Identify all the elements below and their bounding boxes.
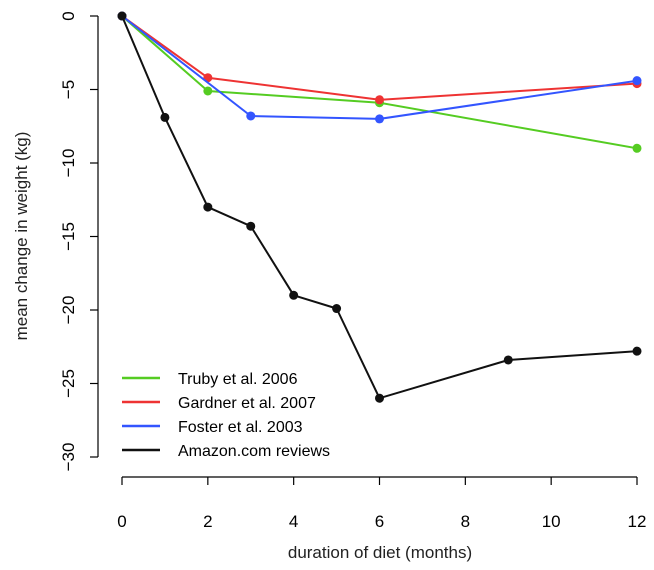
y-tick-label: −10 [59,149,78,178]
series-line [121,15,638,150]
legend-label: Gardner et al. 2007 [178,395,316,412]
y-tick-label: −30 [59,443,78,472]
y-tick-label: 0 [59,11,78,20]
data-point [332,304,342,314]
legend-item: Truby et al. 2006 [122,371,298,388]
y-tick-label: −15 [59,222,78,251]
y-axis-title: mean change in weight (kg) [12,132,31,341]
data-point [246,111,256,121]
data-point [203,86,213,96]
y-axis: 0 −5 −10 −15 −20 −25 −30 [59,11,99,472]
legend-label: Truby et al. 2006 [178,371,298,388]
legend-item: Foster et al. 2003 [122,419,303,436]
x-tick-label: 0 [117,512,126,531]
y-tick-label: −5 [59,80,78,99]
x-tick-label: 12 [628,512,647,531]
data-point [503,355,513,365]
legend-item: Amazon.com reviews [122,443,330,460]
series-line [121,15,638,400]
legend: Truby et al. 2006 Gardner et al. 2007 Fost… [122,371,330,460]
data-point [632,346,642,356]
data-point [246,221,256,231]
x-axis: 0 2 4 6 8 10 12 [117,476,647,531]
data-point [632,143,642,153]
series-layer [117,11,642,403]
series-gardner-et-al-2007 [117,11,642,105]
y-tick-label: −25 [59,369,78,398]
data-point [160,112,170,122]
y-tick-label: −20 [59,296,78,325]
series-line [121,15,638,101]
data-point [289,290,299,300]
x-tick-label: 10 [542,512,561,531]
data-point [375,95,384,105]
series-truby-et-al-2006 [117,11,642,153]
x-tick-label: 8 [461,512,470,531]
x-axis-title: duration of diet (months) [288,543,472,562]
data-point [375,393,384,403]
x-tick-label: 4 [289,512,298,531]
data-point [632,76,642,86]
legend-item: Gardner et al. 2007 [122,395,316,412]
series-line [121,15,638,120]
x-tick-label: 6 [375,512,384,531]
series-amazon-com-reviews [117,11,642,403]
data-point [375,114,384,124]
legend-label: Foster et al. 2003 [178,419,303,436]
legend-label: Amazon.com reviews [178,443,330,460]
data-point [203,202,213,212]
x-tick-label: 2 [203,512,212,531]
data-point [117,11,127,21]
